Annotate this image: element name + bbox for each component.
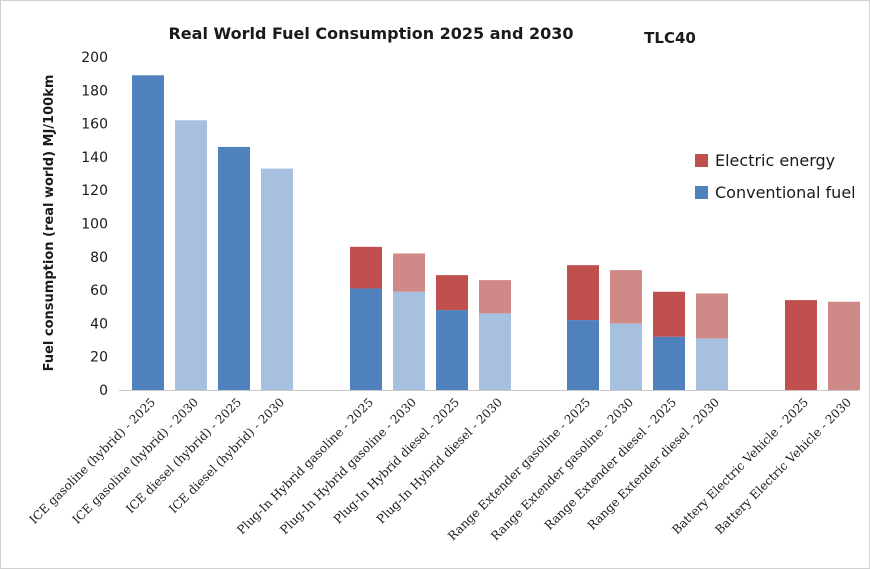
legend: Electric energy Conventional fuel <box>695 151 856 202</box>
bar-electric-energy <box>653 291 685 337</box>
bar-conventional-fuel <box>393 291 425 390</box>
bar-conventional-fuel <box>175 120 207 391</box>
chart-subtitle: TLC40 <box>644 29 696 47</box>
bar-conventional-fuel <box>653 336 685 390</box>
bar-conventional-fuel <box>567 320 599 390</box>
bar-electric-energy <box>785 300 817 390</box>
y-tick-label: 100 <box>81 217 108 233</box>
y-tick-label: 120 <box>81 183 108 199</box>
bar-conventional-fuel <box>436 310 468 390</box>
y-tick-label: 40 <box>90 316 108 332</box>
bar-electric-energy <box>567 265 599 321</box>
y-axis-label: Fuel consumption (real world) MJ/100km <box>42 75 57 372</box>
bar-series <box>119 75 860 391</box>
bar-conventional-fuel <box>610 323 642 390</box>
legend-label: Conventional fuel <box>715 183 856 202</box>
y-tick-label: 20 <box>90 350 108 366</box>
bar-electric-energy <box>696 293 728 339</box>
chart-title: Real World Fuel Consumption 2025 and 203… <box>168 24 573 43</box>
y-tick-label: 180 <box>81 83 108 99</box>
legend-label: Electric energy <box>715 151 835 170</box>
y-tick-label: 140 <box>81 150 108 166</box>
bar-conventional-fuel <box>218 146 250 390</box>
bar-electric-energy <box>350 246 382 289</box>
y-axis: 0 20 40 60 80 100 120 140 160 180 200 <box>81 50 108 399</box>
bar-electric-energy <box>828 301 860 390</box>
bar-conventional-fuel <box>350 288 382 390</box>
bar-electric-energy <box>436 275 468 311</box>
y-tick-label: 60 <box>90 283 108 299</box>
bar-electric-energy <box>393 253 425 292</box>
y-tick-label: 80 <box>90 250 108 266</box>
bar-electric-energy <box>610 270 642 324</box>
legend-swatch <box>695 186 708 199</box>
bar-conventional-fuel <box>132 75 164 390</box>
y-tick-label: 0 <box>99 383 108 399</box>
legend-swatch <box>695 154 708 167</box>
bar-conventional-fuel <box>696 338 728 390</box>
bar-conventional-fuel <box>479 313 511 390</box>
y-tick-label: 160 <box>81 117 108 133</box>
bar-electric-energy <box>479 280 511 314</box>
y-tick-label: 200 <box>81 50 108 66</box>
bar-conventional-fuel <box>261 168 293 390</box>
